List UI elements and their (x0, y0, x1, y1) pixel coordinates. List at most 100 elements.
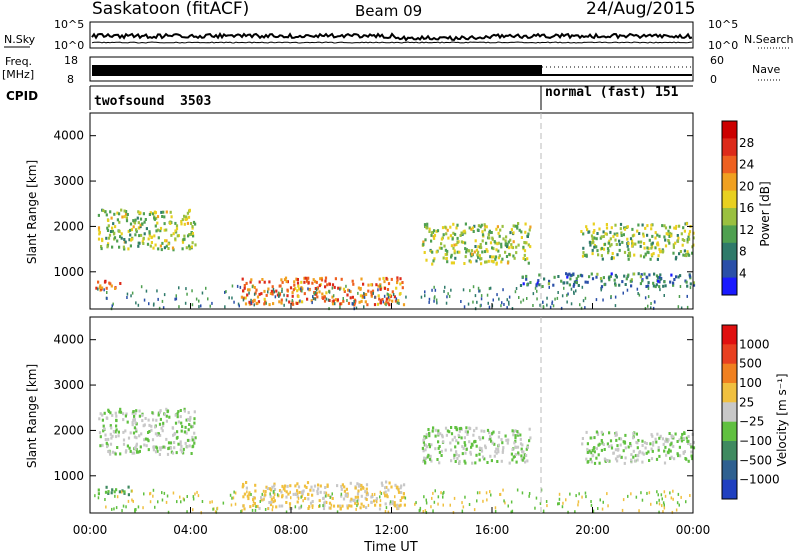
speckle-cell (396, 301, 399, 305)
echo-cell (97, 237, 101, 241)
speckle-cell (273, 290, 275, 294)
echo-cell (342, 299, 345, 303)
echo-cell (346, 504, 349, 508)
echo-cell (662, 442, 665, 446)
echo-cell (464, 461, 467, 465)
echo-cell (470, 442, 473, 446)
speckle-cell (500, 304, 502, 308)
echo-cell (679, 454, 682, 458)
echo-cell (114, 452, 117, 456)
echo-cell (291, 301, 294, 305)
speckle-cell (307, 287, 309, 291)
echo-cell (384, 490, 387, 494)
echo-cell (138, 449, 141, 453)
echo-cell (605, 223, 608, 226)
echo-cell (632, 242, 635, 246)
echo-cell (316, 492, 319, 496)
echo-cell (690, 454, 693, 458)
echo-cell (328, 299, 331, 302)
echo-cell (432, 426, 435, 430)
echo-cell (286, 484, 289, 488)
echo-cell (683, 249, 686, 253)
echo-cell (358, 300, 361, 304)
speckle-cell (274, 295, 277, 299)
echo-cell (191, 225, 194, 228)
speckle-cell (132, 499, 134, 503)
echo-cell (119, 407, 122, 411)
echo-cell (639, 282, 642, 286)
echo-cell (179, 440, 182, 444)
echo-cell (597, 453, 600, 457)
echo-cell (156, 228, 159, 232)
echo-cell (454, 445, 457, 449)
echo-cell (515, 245, 518, 249)
echo-cell (135, 427, 138, 431)
echo-cell (361, 485, 364, 489)
echo-cell (177, 442, 180, 446)
echo-cell (631, 239, 634, 243)
speckle-cell (647, 286, 650, 290)
echo-cell (132, 418, 135, 422)
echo-cell (474, 239, 477, 243)
echo-cell (340, 494, 343, 498)
echo-cell (163, 445, 167, 449)
echo-cell (309, 488, 312, 492)
echo-cell (116, 446, 119, 449)
echo-cell (424, 448, 427, 452)
echo-cell (449, 441, 452, 445)
echo-cell (119, 235, 122, 239)
colorbar-tick-label: 20 (739, 179, 754, 193)
echo-cell (501, 257, 504, 261)
x-tick-label: 12:00 (374, 523, 409, 537)
speckle-cell (476, 491, 479, 495)
echo-cell (269, 494, 272, 498)
echo-cell (273, 482, 276, 486)
echo-cell (191, 438, 194, 442)
speckle-cell (677, 492, 680, 496)
echo-cell (582, 232, 585, 236)
echo-cell (464, 222, 467, 226)
echo-cell (272, 496, 275, 500)
echo-cell (619, 443, 622, 447)
colorbar-swatch (722, 242, 737, 261)
speckle-cell (662, 501, 665, 505)
speckle-cell (518, 296, 520, 299)
echo-cell (593, 236, 596, 240)
echo-cell (137, 450, 140, 454)
echo-cell (588, 275, 591, 279)
echo-cell (461, 452, 464, 456)
echo-cell (159, 229, 162, 233)
echo-cell (440, 449, 443, 453)
speckle-cell (582, 299, 585, 303)
echo-cell (306, 297, 309, 301)
speckle-cell (433, 299, 435, 303)
echo-cell (501, 224, 504, 228)
echo-cell (324, 279, 327, 283)
speckle-cell (528, 494, 530, 498)
speckle-cell (121, 490, 123, 494)
echo-cell (396, 276, 399, 280)
colorbar-frame (721, 120, 738, 296)
speckle-cell (575, 494, 577, 498)
echo-cell (672, 444, 675, 448)
echo-cell (526, 235, 529, 238)
echo-cell (678, 445, 681, 449)
echo-cell (126, 444, 129, 448)
echo-cell (687, 235, 690, 239)
echo-cell (276, 293, 279, 297)
echo-cell (112, 232, 116, 236)
power-heatmap-cells (95, 208, 696, 311)
echo-cell (480, 449, 484, 453)
echo-cell (310, 299, 313, 303)
echo-cell (289, 484, 292, 488)
speckle-cell (209, 500, 211, 504)
echo-cell (488, 229, 491, 233)
echo-cell (319, 484, 322, 488)
echo-cell (657, 254, 660, 258)
echo-cell (402, 303, 406, 307)
echo-cell (129, 233, 132, 237)
echo-region-0 (97, 208, 197, 252)
echo-cell (657, 279, 660, 283)
echo-cell (450, 244, 453, 248)
echo-cell (504, 239, 507, 243)
